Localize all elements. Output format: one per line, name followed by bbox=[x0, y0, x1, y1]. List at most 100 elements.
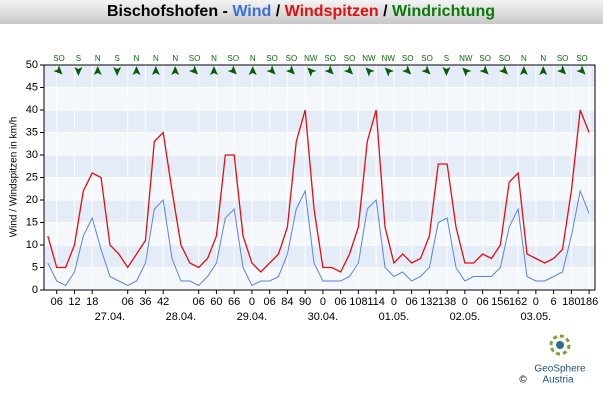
grid-band bbox=[44, 222, 595, 245]
date-label: 03.05. bbox=[521, 311, 552, 323]
x-tick-label: 60 bbox=[210, 296, 222, 308]
direction-arrow bbox=[74, 67, 83, 76]
direction-label: N bbox=[153, 54, 159, 63]
arrow-shape bbox=[498, 65, 509, 75]
x-tick-label: 0 bbox=[391, 296, 397, 308]
direction-label: SO bbox=[479, 54, 491, 63]
direction-arrow bbox=[498, 65, 509, 75]
direction-arrow bbox=[307, 67, 317, 77]
arrow-shape bbox=[576, 65, 586, 75]
direction-arrow bbox=[285, 65, 295, 75]
arrow-shape bbox=[343, 65, 354, 75]
series-line bbox=[47, 189, 590, 287]
direction-arrow bbox=[519, 66, 528, 75]
title-segment: Windrichtung bbox=[392, 3, 495, 20]
direction-arrow bbox=[365, 67, 375, 77]
x-tick-label: 6 bbox=[551, 296, 557, 308]
arrow-shape bbox=[479, 65, 489, 75]
direction-label: SO bbox=[189, 54, 201, 63]
direction-arrow bbox=[113, 67, 122, 76]
x-tick-label: 162 bbox=[509, 296, 527, 308]
direction-label: S bbox=[76, 54, 81, 63]
x-tick-label: 06 bbox=[335, 296, 347, 308]
direction-arrow bbox=[248, 66, 257, 75]
copyright: © bbox=[519, 375, 527, 386]
date-label: 30.04. bbox=[308, 311, 339, 323]
arrow-shape bbox=[248, 66, 257, 75]
arrow-shape bbox=[209, 66, 218, 75]
grid-band bbox=[44, 132, 595, 155]
x-tick-label: 06 bbox=[406, 296, 418, 308]
arrow-shape bbox=[384, 67, 394, 77]
grid-band bbox=[44, 65, 595, 88]
chart-title: Bischofshofen - Wind / Windspitzen / Win… bbox=[107, 3, 495, 20]
date-label: 01.05. bbox=[379, 311, 410, 323]
direction-label: N bbox=[250, 54, 256, 63]
direction-arrow bbox=[188, 65, 199, 75]
x-tick-label: 06 bbox=[476, 296, 488, 308]
arrow-shape bbox=[402, 65, 412, 75]
y-tick-label: 15 bbox=[26, 216, 38, 228]
direction-label: SO bbox=[228, 54, 240, 63]
direction-label: SO bbox=[266, 54, 278, 63]
title-segment: Bischofshofen - bbox=[107, 3, 232, 20]
direction-label: SO bbox=[421, 54, 433, 63]
direction-arrow bbox=[442, 67, 451, 76]
x-tick-label: 06 bbox=[122, 296, 134, 308]
arrow-shape bbox=[421, 65, 431, 75]
x-tick-label: 42 bbox=[157, 296, 169, 308]
arrow-shape bbox=[556, 65, 567, 75]
arrow-shape bbox=[365, 67, 375, 77]
direction-label: N bbox=[95, 54, 101, 63]
x-tick-label: 156 bbox=[491, 296, 509, 308]
title-segment: / bbox=[379, 3, 392, 20]
y-tick-label: 0 bbox=[32, 284, 38, 296]
x-tick-label: 18 bbox=[86, 296, 98, 308]
direction-arrow bbox=[576, 65, 586, 75]
direction-label: N bbox=[540, 54, 546, 63]
x-tick-label: 0 bbox=[462, 296, 468, 308]
x-tick-label: 36 bbox=[139, 296, 151, 308]
series-line bbox=[47, 109, 590, 273]
grid-band bbox=[44, 155, 595, 178]
x-tick-label: 108 bbox=[349, 296, 367, 308]
y-tick-label: 35 bbox=[26, 126, 38, 138]
direction-arrow bbox=[556, 65, 567, 75]
arrow-shape bbox=[171, 66, 180, 75]
arrow-shape bbox=[442, 67, 451, 76]
direction-arrow bbox=[402, 65, 412, 75]
direction-label: SO bbox=[324, 54, 336, 63]
x-tick-label: 12 bbox=[68, 296, 80, 308]
direction-arrow bbox=[479, 65, 489, 75]
direction-label: NW bbox=[382, 54, 396, 63]
direction-arrow bbox=[151, 66, 160, 75]
direction-arrow bbox=[93, 66, 102, 75]
arrow-shape bbox=[151, 66, 160, 75]
direction-arrow bbox=[343, 65, 354, 75]
direction-arrow bbox=[539, 66, 548, 75]
direction-label: SO bbox=[286, 54, 298, 63]
x-tick-label: 132 bbox=[420, 296, 438, 308]
direction-arrow bbox=[53, 65, 63, 75]
y-tick-label: 20 bbox=[26, 194, 38, 206]
y-axis-label: Wind / Windspitzen in km/h bbox=[9, 117, 20, 238]
direction-arrow bbox=[171, 66, 180, 75]
arrow-shape bbox=[188, 65, 199, 75]
x-tick-label: 06 bbox=[264, 296, 276, 308]
direction-label: S bbox=[444, 54, 449, 63]
x-tick-label: 06 bbox=[193, 296, 205, 308]
logo-country: Austria bbox=[542, 375, 574, 386]
plot-frame bbox=[43, 64, 596, 291]
arrow-shape bbox=[324, 65, 334, 75]
direction-label: NW bbox=[459, 54, 473, 63]
y-tick-label: 10 bbox=[26, 239, 38, 251]
arrow-shape bbox=[132, 66, 141, 75]
arrow-shape bbox=[227, 65, 237, 75]
x-tick-label: 0 bbox=[533, 296, 539, 308]
arrow-shape bbox=[266, 65, 276, 75]
arrow-shape bbox=[93, 66, 102, 75]
date-label: 02.05. bbox=[450, 311, 481, 323]
title-segment: Windspitzen bbox=[285, 3, 379, 20]
direction-label: SO bbox=[344, 54, 356, 63]
